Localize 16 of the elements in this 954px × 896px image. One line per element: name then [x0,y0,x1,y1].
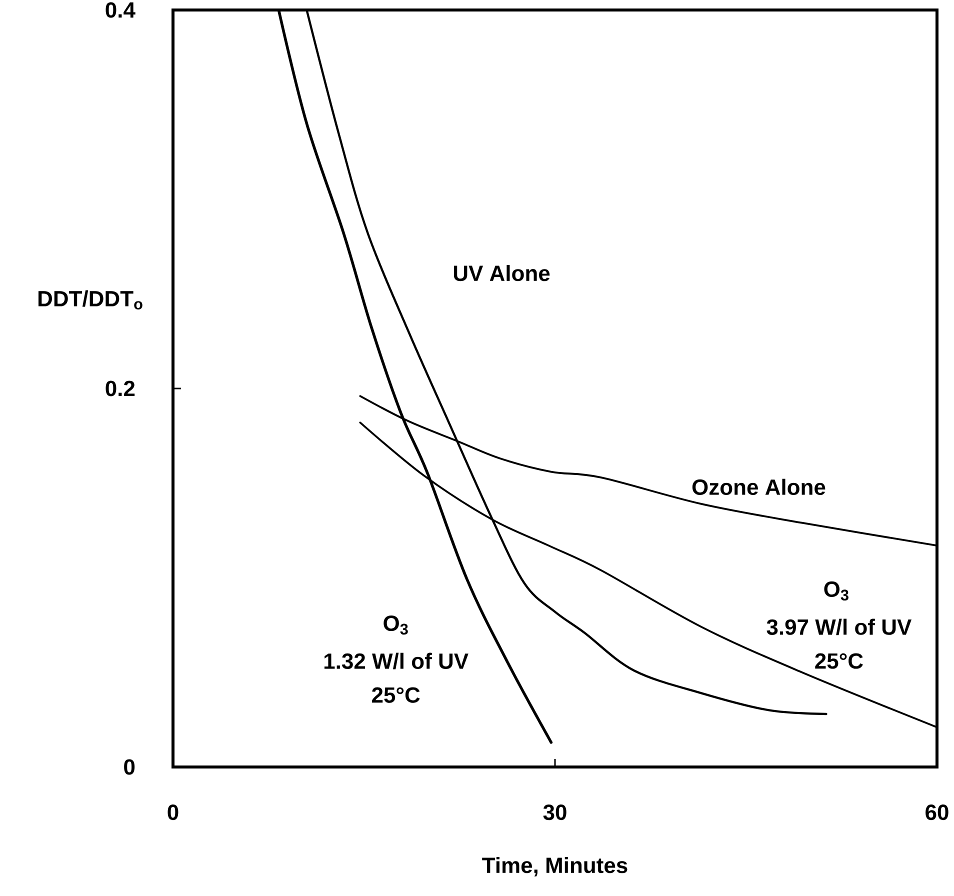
x-tick-label: 0 [168,804,178,820]
annotation: O$_{3}$ [824,581,848,601]
series-label: Ozone Alone [692,478,826,495]
y-tick-label: 0 [124,759,135,775]
x-axis-title: Time, Minutes [482,856,628,876]
y-tick-label: 0.2 [106,380,135,396]
y-axis-title: DDT/DDT$_{o}$ [38,290,142,310]
x-tick-label: 30 [543,804,566,820]
annotation: O$_{3}$ [384,615,408,635]
annotation: 25°C [372,687,420,703]
x-tick-label: 60 [926,804,948,820]
text: UV Alone [454,264,550,282]
annotation: 1.32 W/l of UV [324,652,468,670]
annotation: 3.97 W/l of UV [766,618,912,636]
y-tick-label: 0.4 [106,2,136,18]
annotation: 25°C [815,653,863,669]
